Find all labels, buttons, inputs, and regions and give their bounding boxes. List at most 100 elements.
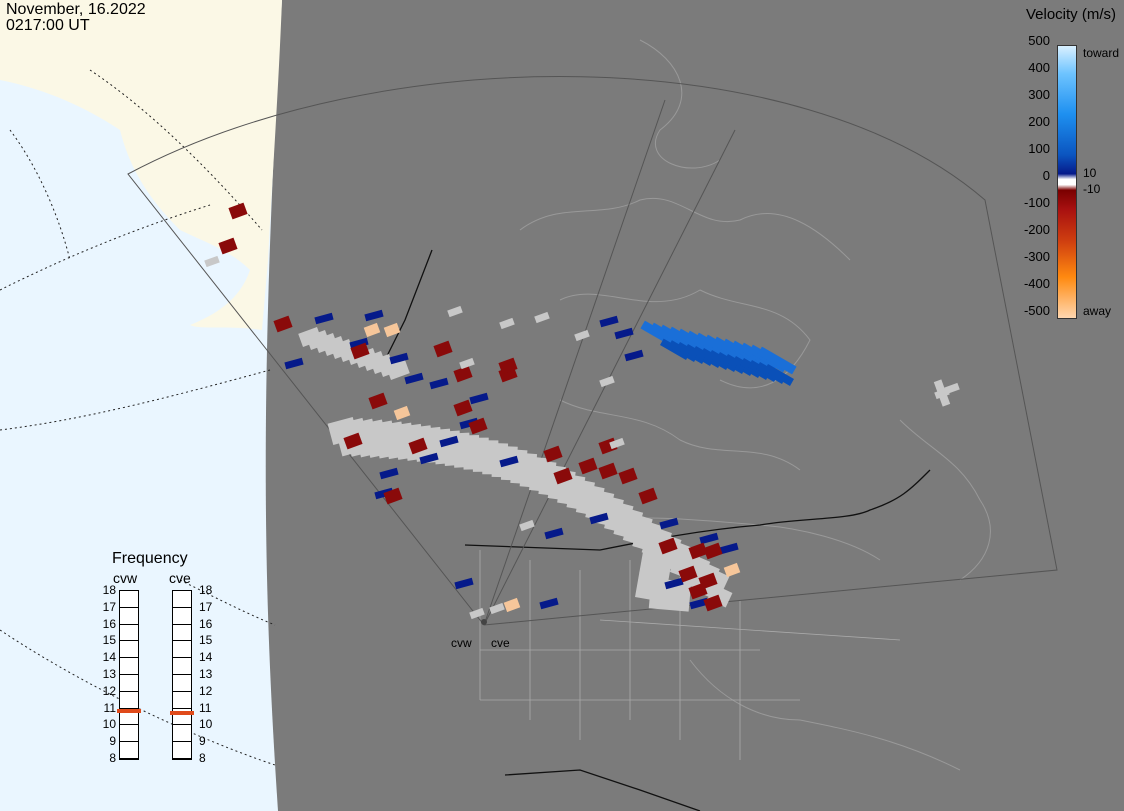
freq-scale-tick	[172, 674, 192, 675]
scatter-cell	[468, 417, 488, 435]
scatter-cell	[489, 602, 505, 615]
scatter-cell	[719, 542, 739, 555]
scatter-cell	[408, 437, 428, 455]
freq-scale-label: 8	[109, 751, 116, 765]
velocity-tick-label: 100	[1028, 141, 1050, 156]
freq-scale-label: 10	[199, 717, 213, 732]
freq-scale-tick	[119, 758, 139, 759]
freq-scale-tick	[172, 758, 192, 759]
scatter-cell	[503, 597, 521, 613]
scatter-cell	[703, 594, 723, 612]
velocity-tick-label: 400	[1028, 60, 1050, 75]
scatter-cell	[553, 467, 573, 485]
scatter-cell	[658, 537, 678, 555]
scatter-cell	[363, 322, 381, 338]
neg-threshold-label: -10	[1083, 182, 1101, 196]
scatter-cell	[624, 349, 644, 362]
frequency-title: Frequency	[112, 550, 188, 567]
scatter-cell	[379, 467, 399, 480]
scatter-cell	[933, 379, 951, 407]
freq-scale-tick	[172, 741, 192, 743]
freq-scale-label: 14	[102, 650, 116, 665]
velocity-tick-label: -400	[1023, 276, 1050, 291]
scatter-cell	[469, 607, 485, 620]
velocity-legend-title: Velocity (m/s)	[1025, 6, 1116, 23]
night-region	[265, 0, 1124, 811]
scatter-cell	[609, 437, 625, 450]
scatter-cell	[688, 582, 708, 600]
radar-site-marker	[481, 619, 487, 625]
freq-scale-tick	[119, 741, 139, 743]
freq-scale-label: 11	[103, 700, 116, 715]
state-boundaries	[479, 550, 901, 760]
freq-scale-tick	[172, 623, 192, 625]
scatter-cell	[618, 467, 638, 485]
scatter-cell	[454, 577, 474, 590]
scatter-cell	[364, 309, 384, 322]
freq-scale-tick	[119, 623, 139, 625]
radar-label-cvw: cvw	[451, 636, 472, 650]
scatter-cell	[393, 405, 411, 421]
freq-scale-cvw	[119, 590, 139, 760]
scatter-cell	[314, 312, 334, 325]
velocity-tick-label: -300	[1023, 249, 1050, 264]
freq-marker-cvw	[117, 708, 141, 713]
freq-scale-tick	[172, 657, 192, 659]
freq-scale-tick	[119, 674, 139, 675]
freq-scale-cve	[172, 590, 192, 760]
scatter-cell	[678, 565, 698, 583]
scatter-cell	[764, 364, 794, 386]
freq-radar-cve-label: cve	[169, 570, 191, 586]
freq-scale-tick	[119, 724, 139, 726]
freq-scale-tick	[172, 690, 192, 692]
freq-scale-tick	[119, 657, 139, 659]
scatter-cell	[499, 455, 519, 468]
freq-scale-label: 14	[199, 650, 213, 665]
velocity-colorbar	[1057, 45, 1077, 319]
scatter-cell	[469, 392, 489, 405]
freq-scale-label: 10	[102, 717, 116, 732]
scatter-cell	[519, 519, 535, 532]
scatter-cell	[703, 542, 723, 560]
scatter-cell	[578, 457, 598, 475]
scatter-cell	[539, 597, 559, 610]
freq-scale-label: 12	[199, 683, 213, 698]
alaska-land	[0, 0, 282, 330]
scatter-cell	[349, 337, 369, 350]
scatter-cell	[944, 382, 960, 395]
pos-threshold-label: 10	[1083, 166, 1097, 180]
velocity-tick-label: 200	[1028, 114, 1050, 129]
freq-scale-tick	[172, 590, 192, 591]
freq-scale-label: 18	[102, 583, 116, 597]
mexico-border	[504, 769, 701, 811]
scatter-cell	[599, 315, 619, 328]
freq-marker-cve	[170, 710, 194, 715]
freq-scale-label: 8	[199, 751, 206, 765]
freq-scale-tick	[172, 606, 192, 608]
scatter-cell	[368, 392, 388, 410]
scatter-cell	[543, 445, 563, 463]
freq-scale-tick	[119, 640, 139, 642]
scatter-cell	[453, 399, 473, 417]
time-label: 0217:00 UT	[6, 17, 90, 34]
scatter-cell	[499, 317, 515, 330]
scatter-cell	[350, 342, 370, 360]
freq-scale-label: 11	[199, 700, 212, 715]
freq-radar-cvw-label: cvw	[113, 570, 138, 586]
freq-scale-label: 16	[199, 616, 213, 631]
scatter-cell	[228, 202, 248, 220]
velocity-tick-label: -100	[1023, 195, 1050, 210]
scatter-cells	[204, 202, 960, 620]
scatter-cell	[574, 329, 590, 342]
freq-scale-label: 12	[102, 683, 116, 698]
freq-scale-label: 16	[102, 616, 116, 631]
scatter-cell	[383, 487, 403, 505]
freq-scale-label: 18	[199, 583, 213, 597]
away-label: away	[1083, 304, 1112, 318]
scatter-cell	[273, 315, 293, 333]
velocity-tick-label: 300	[1028, 87, 1050, 102]
scatter-cell	[433, 340, 453, 358]
freq-scale-tick	[119, 590, 139, 591]
freq-scale-tick	[119, 690, 139, 692]
